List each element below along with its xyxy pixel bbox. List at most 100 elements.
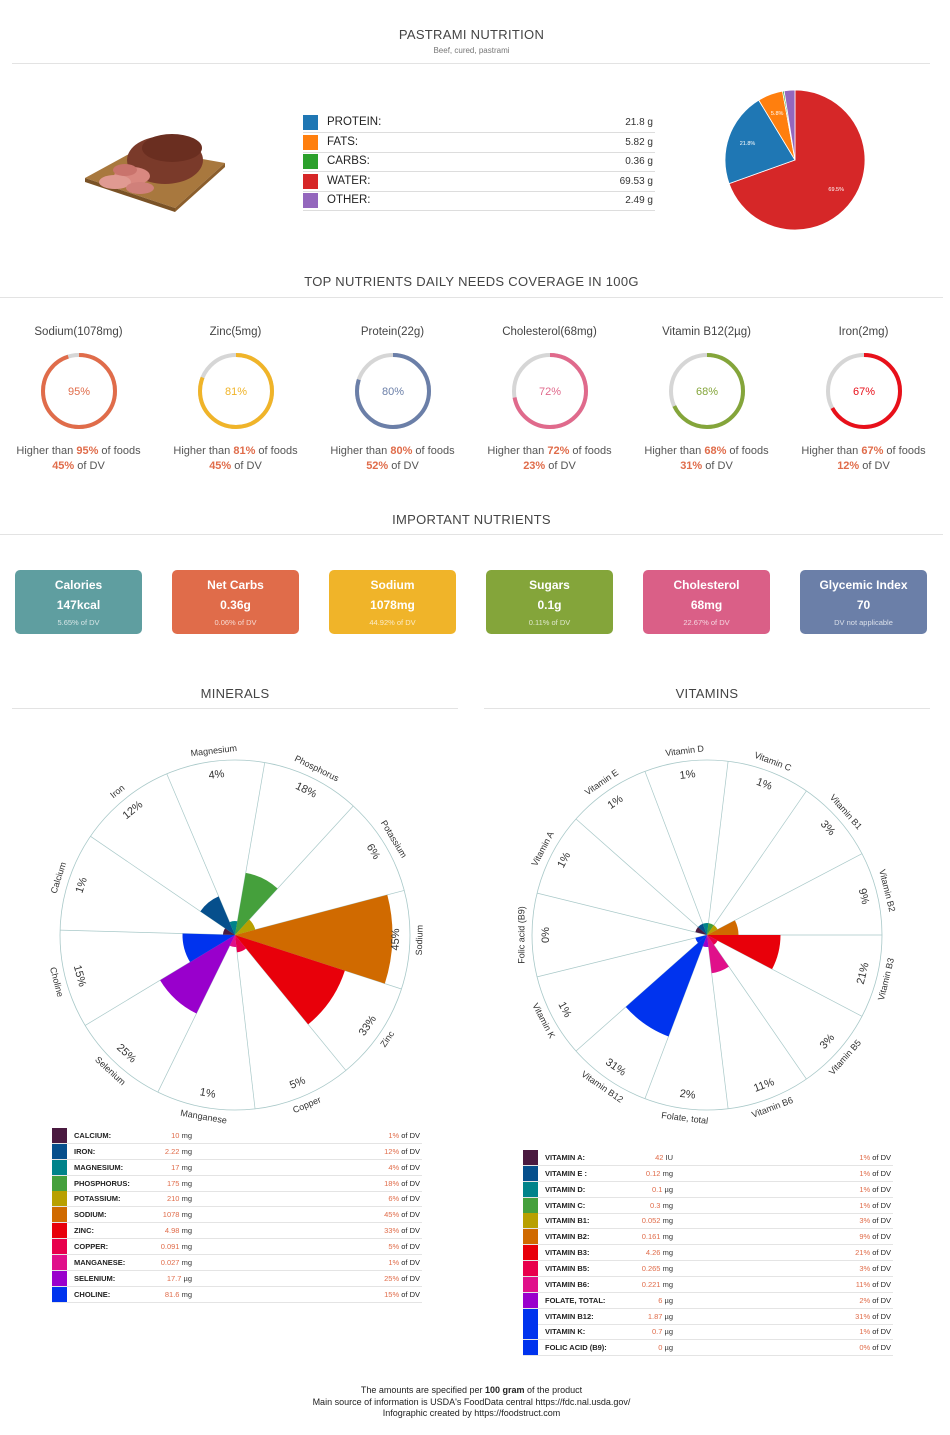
wedge-copper bbox=[235, 935, 247, 953]
nutrient-card: Calories 147kcal 5.65% of DV bbox=[15, 570, 142, 634]
macro-swatch bbox=[303, 115, 318, 130]
row-amount-unit: mg bbox=[179, 1257, 192, 1267]
coverage-ring: 67% bbox=[825, 353, 902, 429]
row-dv-value: 12% bbox=[384, 1146, 400, 1156]
row-amount-value: 42 bbox=[655, 1153, 664, 1162]
coverage-higher: 80% bbox=[390, 445, 413, 457]
macro-row: FATS: 5.82 g bbox=[303, 133, 655, 153]
row-name: FOLIC ACID (B9): bbox=[545, 1343, 607, 1353]
macro-swatch bbox=[303, 173, 318, 189]
row-amount: 0.1 µg bbox=[613, 1185, 673, 1194]
card-value: 147kcal bbox=[56, 598, 101, 612]
pie-slice-label: 5.8% bbox=[771, 111, 784, 117]
nutrient-card: Sugars 0.1g 0.11% of DV bbox=[486, 570, 613, 634]
wedge-vitamin-b12 bbox=[625, 935, 707, 1037]
row-amount: 0.052 mg bbox=[613, 1216, 673, 1225]
row-dv-suffix: of DV bbox=[399, 1178, 420, 1188]
important-top-divider bbox=[0, 534, 943, 535]
row-name: VITAMIN C: bbox=[545, 1200, 586, 1210]
row-amount-value: 0.221 bbox=[641, 1279, 661, 1289]
row-amount: 0.027 mg bbox=[132, 1258, 192, 1267]
table-row: MAGNESIUM: 17 mg 4% of DV bbox=[52, 1159, 422, 1176]
table-row: VITAMIN D: 0.1 µg 1% of DV bbox=[523, 1181, 893, 1198]
row-dv-suffix: of DV bbox=[870, 1248, 891, 1258]
row-dv-value: 21% bbox=[855, 1248, 871, 1258]
coverage-higher: 95% bbox=[76, 445, 99, 457]
row-name: VITAMIN D: bbox=[545, 1184, 586, 1194]
row-amount-unit: mg bbox=[179, 1289, 192, 1299]
footer-line-3: Infographic created by https://foodstruc… bbox=[382, 1408, 561, 1418]
wedge-manganese bbox=[229, 935, 237, 947]
table-row: CHOLINE: 81.6 mg 15% of DV bbox=[52, 1286, 422, 1303]
coverage-prefix: Higher than bbox=[330, 445, 391, 457]
row-name: VITAMIN E : bbox=[545, 1168, 587, 1178]
row-dv-suffix: of DV bbox=[399, 1289, 420, 1299]
row-amount: 6 µg bbox=[613, 1296, 673, 1305]
row-amount-value: 0.027 bbox=[160, 1257, 180, 1267]
wedge-vitamin-b2 bbox=[707, 920, 739, 935]
header-divider bbox=[12, 63, 930, 64]
row-name: SODIUM: bbox=[74, 1210, 107, 1220]
macro-label: PROTEIN: bbox=[327, 116, 382, 128]
macro-label: CARBS: bbox=[327, 155, 370, 167]
wedge-zinc bbox=[235, 935, 345, 1025]
table-row: CALCIUM: 10 mg 1% of DV bbox=[52, 1128, 422, 1144]
row-amount: 17 mg bbox=[132, 1163, 192, 1172]
table-row: VITAMIN C: 0.3 mg 1% of DV bbox=[523, 1197, 893, 1214]
row-name: VITAMIN B1: bbox=[545, 1216, 590, 1226]
macro-pie-chart: 69.5% 21.8% 5.8% bbox=[724, 89, 866, 231]
wedge-choline bbox=[182, 933, 235, 963]
row-amount-unit: mg bbox=[660, 1248, 673, 1258]
coverage-higher: 81% bbox=[233, 445, 256, 457]
pie-slice-other bbox=[783, 89, 796, 161]
row-swatch bbox=[523, 1150, 538, 1165]
polar-value-label: 45% bbox=[390, 928, 403, 951]
coverage-arc bbox=[825, 353, 902, 429]
coverage-dv-suffix: of DV bbox=[702, 460, 733, 472]
row-swatch bbox=[52, 1143, 67, 1159]
coverage-title: Sodium(1078mg) bbox=[34, 326, 123, 338]
vitamins-divider bbox=[484, 708, 930, 709]
row-dv-suffix: of DV bbox=[399, 1162, 420, 1172]
row-amount-value: 0.161 bbox=[641, 1232, 661, 1242]
coverage-percent: 95% bbox=[67, 386, 89, 398]
row-name: VITAMIN B6: bbox=[545, 1279, 590, 1289]
polar-label: Folic acid (B9) bbox=[516, 906, 526, 964]
coverage-dv: 45% of DV bbox=[0, 460, 157, 472]
row-amount-unit: mg bbox=[179, 1178, 192, 1188]
coverage-higher: 68% bbox=[704, 445, 727, 457]
coverage-arc bbox=[511, 353, 588, 429]
wedge-magnesium bbox=[229, 921, 238, 935]
wedge-vitamin-d bbox=[702, 923, 709, 935]
row-amount: 175 mg bbox=[132, 1179, 192, 1188]
coverage-text: Higher than 81% of foods bbox=[157, 445, 314, 457]
wedge-iron bbox=[200, 896, 235, 935]
polar-label: Sodium bbox=[414, 925, 425, 956]
row-amount-value: 4.26 bbox=[645, 1248, 661, 1258]
polar-value-label: 2% bbox=[679, 1088, 696, 1102]
wedge-phosphorus bbox=[235, 872, 278, 935]
coverage-suffix: of foods bbox=[726, 445, 769, 457]
polar-value-label: 21% bbox=[855, 961, 872, 985]
row-swatch bbox=[52, 1223, 67, 1239]
macro-label: WATER: bbox=[327, 174, 371, 187]
card-dv: 0.11% of DV bbox=[528, 618, 571, 627]
table-row: VITAMIN B2: 0.161 mg 9% of DV bbox=[523, 1229, 893, 1246]
coverage-title: Cholesterol(68mg) bbox=[502, 326, 597, 338]
table-row: VITAMIN A: 42 IU 1% of DV bbox=[523, 1150, 893, 1166]
row-dv-suffix: of DV bbox=[399, 1131, 420, 1140]
row-amount-value: 0.265 bbox=[641, 1263, 661, 1273]
coverage-dv-suffix: of DV bbox=[388, 460, 419, 472]
macro-swatch bbox=[303, 154, 318, 169]
card-title: Cholesterol bbox=[673, 578, 740, 592]
nutrient-card: Sodium 1078mg 44.92% of DV bbox=[329, 570, 456, 634]
row-amount-unit: mg bbox=[660, 1168, 673, 1178]
card-dv: 5.65% of DV bbox=[57, 618, 100, 627]
coverage-ring: 68% bbox=[668, 353, 745, 429]
row-amount: 0.3 mg bbox=[613, 1201, 673, 1210]
row-amount-unit: µg bbox=[662, 1184, 674, 1194]
coverage-item: Iron(2mg) 67% Higher than 67% of foods 12% … bbox=[785, 326, 942, 472]
row-name: IRON: bbox=[74, 1146, 96, 1156]
row-amount: 81.6 mg bbox=[132, 1290, 192, 1299]
